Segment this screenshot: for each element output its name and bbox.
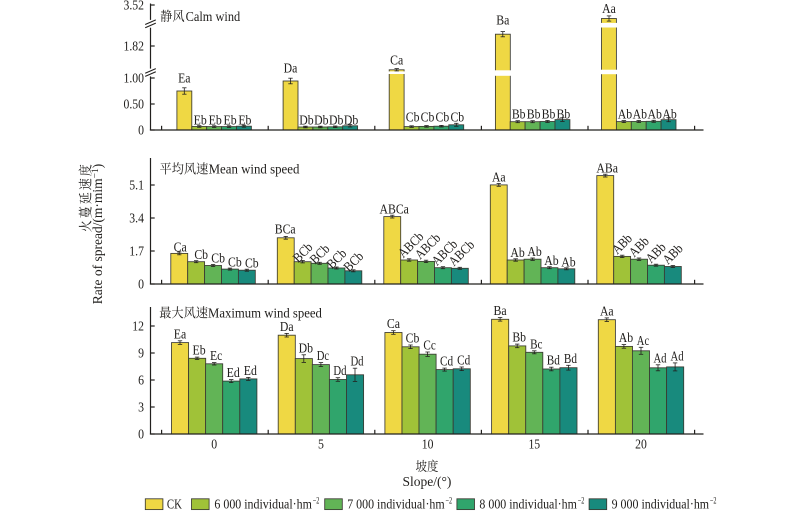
svg-text:ABCa: ABCa [380,201,409,216]
svg-text:0: 0 [138,123,144,138]
svg-text:Ab: Ab [619,330,634,345]
svg-text:6: 6 [138,373,144,388]
svg-text:15: 15 [528,436,540,451]
svg-text:Bb: Bb [512,107,526,122]
svg-text:3: 3 [138,400,144,415]
svg-text:Dd: Dd [333,363,346,378]
svg-text:Bb: Bb [542,107,556,122]
svg-text:Ed: Ed [227,365,240,380]
svg-text:0: 0 [138,427,144,442]
svg-text:5.1: 5.1 [129,178,144,193]
svg-text:Bb: Bb [527,107,541,122]
svg-text:Eb: Eb [194,112,207,127]
svg-text:1.7: 1.7 [129,244,144,259]
svg-text:Da: Da [284,61,298,76]
svg-text:Ea: Ea [174,326,186,341]
svg-text:3.4: 3.4 [129,211,144,226]
svg-text:Cb: Cb [211,251,225,266]
svg-text:−2: −2 [578,497,585,507]
svg-text:Ad: Ad [671,348,684,363]
svg-text:12: 12 [132,319,144,334]
svg-text:Ac: Ac [637,333,649,348]
svg-text:Maximum wind speed: Maximum wind speed [208,306,322,321]
svg-text:Ab: Ab [510,245,525,260]
svg-text:Aa: Aa [492,170,506,185]
svg-text:7 000 individual·hm: 7 000 individual·hm [347,497,445,512]
svg-text:9 000 individual·hm: 9 000 individual·hm [612,497,710,512]
svg-text:Ab: Ab [618,107,633,122]
svg-text:Eb: Eb [238,112,251,127]
svg-text:3.52: 3.52 [124,0,145,13]
svg-text:Eb: Eb [193,343,206,358]
svg-text:Da: Da [280,319,294,334]
svg-text:Db: Db [344,112,359,127]
svg-text:Mean wind speed: Mean wind speed [209,163,300,178]
svg-text:Cb: Cb [436,110,450,125]
svg-text:Dc: Dc [317,348,329,363]
svg-text:Ab: Ab [527,244,542,259]
svg-text:Ad: Ad [653,350,666,365]
svg-text:10: 10 [422,436,434,451]
svg-text:Ea: Ea [178,71,190,86]
svg-text:Ba: Ba [496,13,509,28]
svg-text:Db: Db [299,112,314,127]
svg-text:Aa: Aa [602,1,616,16]
svg-text:Db: Db [314,112,329,127]
svg-text:−2: −2 [446,497,453,507]
svg-text:Cb: Cb [406,331,420,346]
svg-text:−2: −2 [710,497,717,507]
svg-text:Ca: Ca [387,316,400,331]
svg-text:Ab: Ab [633,107,648,122]
svg-text:Cd: Cd [440,354,453,369]
svg-text:Cb: Cb [450,110,464,125]
svg-text:Bd: Bd [547,353,560,368]
svg-text:Ca: Ca [174,239,187,254]
svg-text:BCa: BCa [275,222,296,237]
svg-text:Calm wind: Calm wind [186,10,241,25]
svg-text:Db: Db [299,340,314,355]
svg-text:Dd: Dd [350,354,363,369]
svg-text:Eb: Eb [224,112,237,127]
svg-text:ABa: ABa [596,161,618,176]
svg-text:Cb: Cb [245,255,259,270]
svg-text:CK: CK [167,497,182,512]
svg-text:0: 0 [211,436,217,451]
svg-text:Ca: Ca [390,53,403,68]
svg-text:0: 0 [138,277,144,292]
svg-text:Cb: Cb [406,110,420,125]
svg-text:0.50: 0.50 [124,97,145,112]
svg-text:Ab: Ab [662,107,677,122]
svg-text:Slope/(°): Slope/(°) [403,474,452,489]
svg-text:−2: −2 [313,497,320,507]
svg-text:Ed: Ed [244,363,257,378]
svg-text:Aa: Aa [600,303,614,318]
svg-text:Cb: Cb [194,247,208,262]
svg-text:6 000 individual·hm: 6 000 individual·hm [214,497,312,512]
svg-text:20: 20 [635,436,647,451]
svg-text:Ab: Ab [544,253,559,268]
svg-text:Bb: Bb [512,330,526,345]
svg-text:Ec: Ec [210,348,222,363]
svg-text:Cb: Cb [421,110,435,125]
svg-text:5: 5 [318,436,324,451]
svg-text:Bc: Bc [530,336,542,351]
svg-text:Bd: Bd [564,351,577,366]
svg-text:Bb: Bb [557,107,571,122]
svg-text:Cc: Cc [423,338,435,353]
svg-text:Ab: Ab [648,107,663,122]
svg-text:Ba: Ba [494,303,507,318]
svg-text:1.82: 1.82 [124,39,145,54]
svg-text:Rate of spread/(m·mim−1): Rate of spread/(m·mim−1) [90,164,105,305]
svg-text:Ab: Ab [561,254,576,269]
svg-text:9: 9 [138,346,144,361]
svg-text:8 000 individual·hm: 8 000 individual·hm [479,497,577,512]
svg-text:Cd: Cd [457,353,470,368]
svg-text:1.00: 1.00 [124,71,145,86]
svg-text:Eb: Eb [209,112,222,127]
svg-text:Db: Db [329,112,344,127]
svg-text:Cb: Cb [228,254,242,269]
